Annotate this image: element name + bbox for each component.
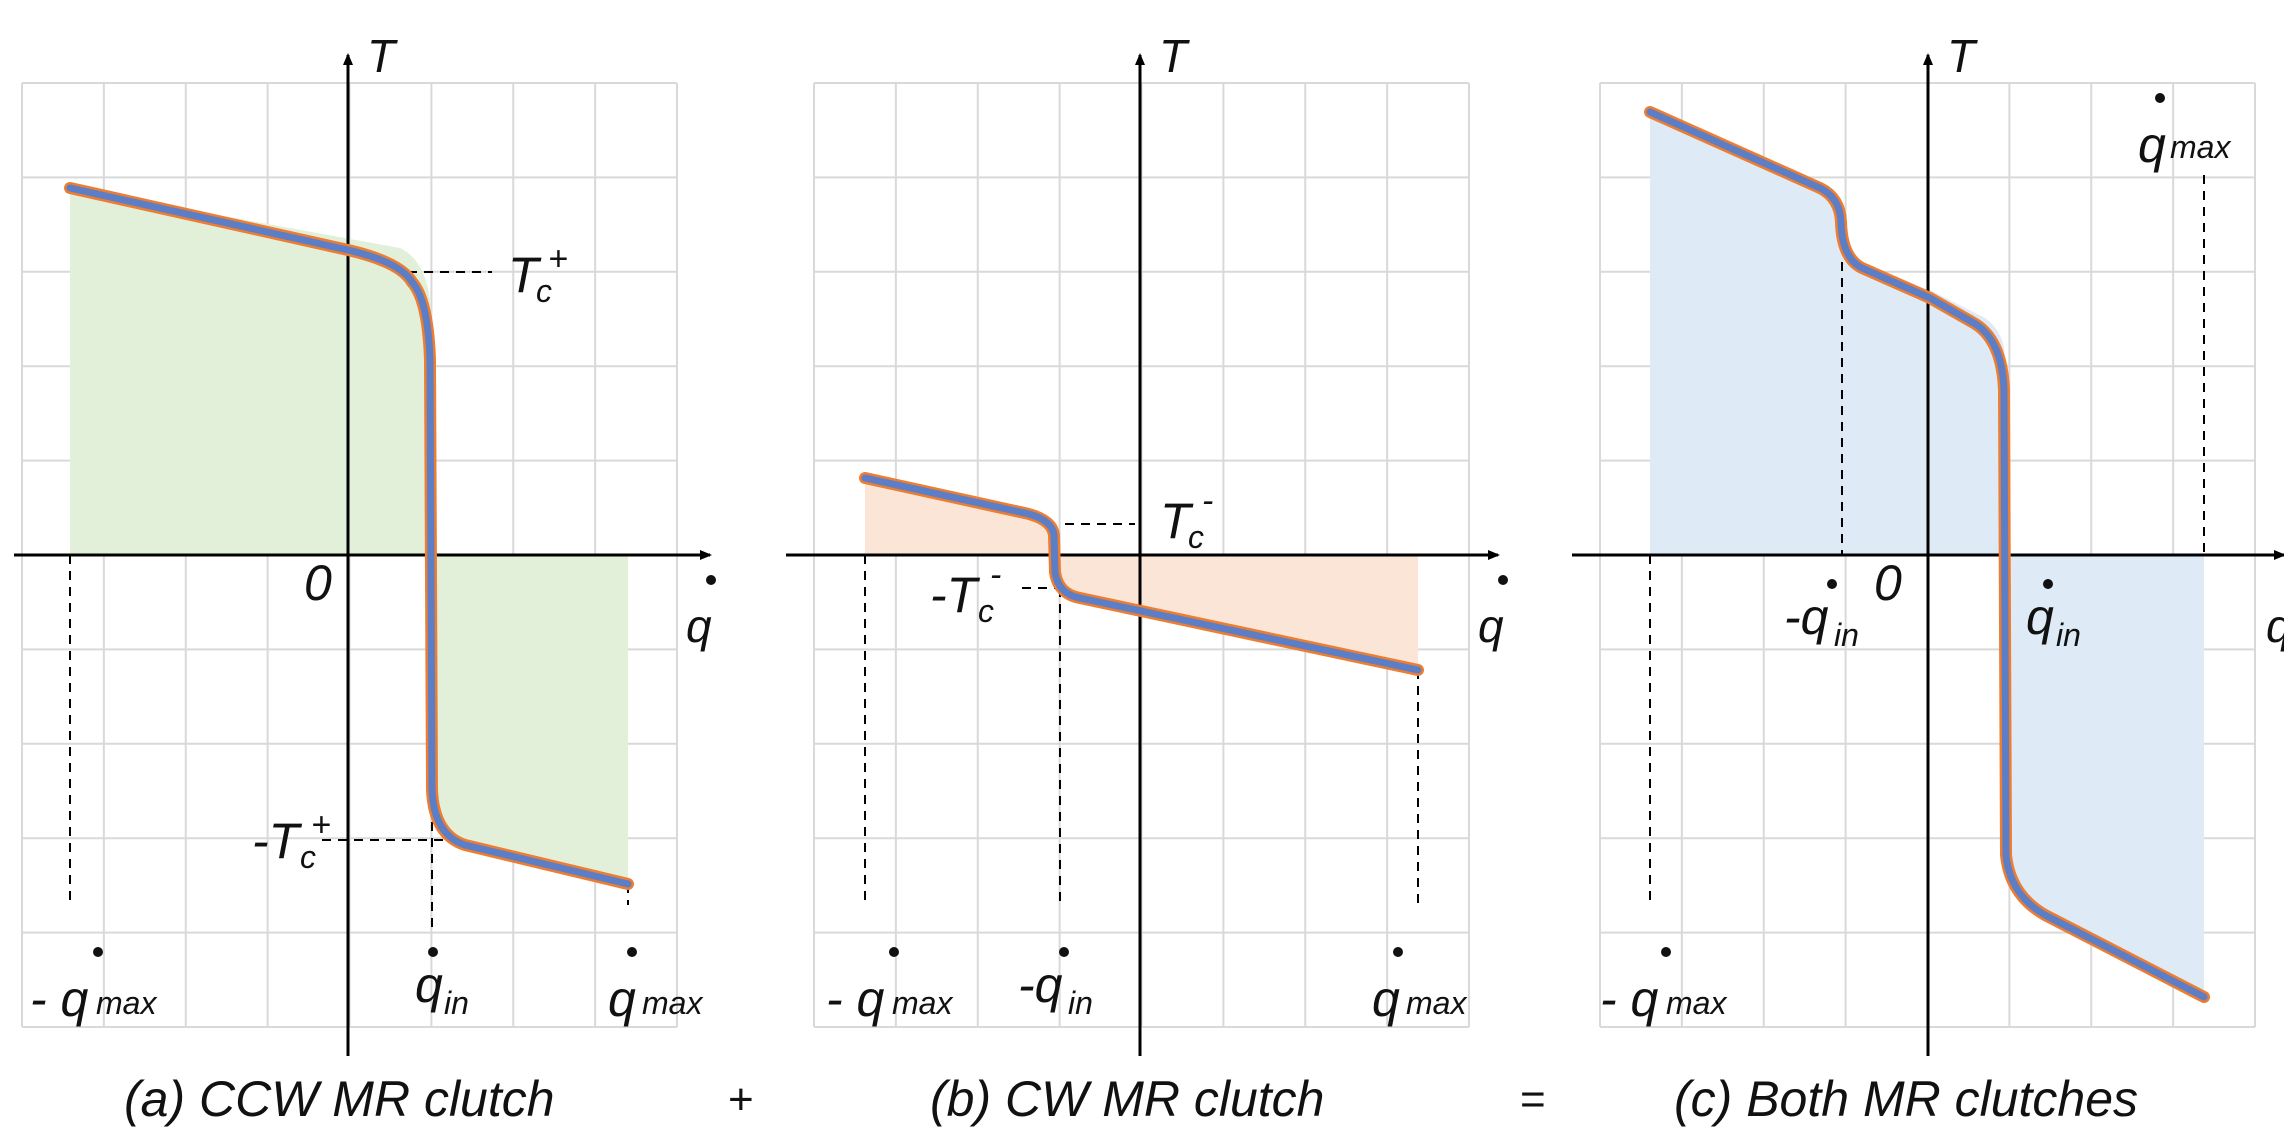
neg-qmax-label-b: - q max — [826, 947, 953, 1027]
tc-pos-label-b: T c - — [1160, 482, 1213, 555]
dot-icon — [627, 947, 637, 957]
panel-b: T q T c - -T c - - q max -q in q max — [786, 30, 1508, 1127]
svg-text:q: q — [415, 957, 443, 1013]
panel-a: T q 0 T c + -T c + - q max q in q max — [14, 30, 716, 1127]
dot-icon — [889, 947, 899, 957]
svg-text:in: in — [1834, 617, 1859, 653]
plus-operator: + — [728, 1075, 754, 1124]
qmax-label-a: q max — [608, 947, 703, 1027]
q-axis-label-c: q — [2266, 600, 2284, 652]
neg-qmax-label-a: - q max — [30, 947, 157, 1027]
dot-icon — [2043, 579, 2053, 589]
svg-text:max: max — [96, 985, 157, 1021]
dot-icon — [1661, 947, 1671, 957]
dot-icon — [706, 575, 716, 585]
dot-icon — [2155, 93, 2165, 103]
svg-text:- q: - q — [1600, 971, 1659, 1027]
dot-icon — [93, 947, 103, 957]
svg-text:- q: - q — [826, 971, 885, 1027]
dot-icon — [1498, 575, 1508, 585]
svg-text:q: q — [2266, 600, 2284, 652]
caption-a: (a) CCW MR clutch — [124, 1071, 555, 1127]
svg-text:q: q — [2026, 589, 2054, 645]
dot-icon — [428, 947, 438, 957]
q-axis-label-b: q — [1478, 575, 1508, 652]
dot-icon — [1059, 947, 1069, 957]
torque-curve-b-core — [861, 474, 1422, 674]
neg-qmax-label-c: - q max — [1600, 947, 1727, 1027]
tc-neg-label-a: -T c + — [252, 806, 331, 875]
svg-text:+: + — [548, 240, 568, 278]
svg-text:q: q — [1478, 600, 1504, 652]
dot-icon — [1827, 579, 1837, 589]
svg-text:-: - — [990, 556, 1001, 594]
svg-text:T: T — [508, 247, 542, 303]
caption-c: (c) Both MR clutches — [1674, 1071, 2138, 1127]
svg-text:max: max — [2170, 129, 2231, 165]
dashed-guides-c — [1649, 175, 2205, 905]
panel-c: T q 0 q max -q in q in - q max (c) Both … — [1572, 30, 2284, 1127]
neg-qin-label-c: -q in — [1784, 579, 1859, 653]
torque-curve-c-core — [1646, 108, 2208, 1001]
svg-text:c: c — [300, 839, 316, 875]
t-axis-label-b: T — [1159, 30, 1190, 82]
svg-text:c: c — [1188, 519, 1204, 555]
caption-b: (b) CW MR clutch — [930, 1071, 1324, 1127]
svg-text:in: in — [444, 985, 469, 1021]
svg-text:- q: - q — [30, 971, 89, 1027]
svg-text:c: c — [978, 593, 994, 629]
neg-qin-label-b: -q in — [1018, 947, 1093, 1021]
svg-text:q: q — [686, 600, 712, 652]
svg-text:-q: -q — [1784, 589, 1829, 645]
svg-text:in: in — [2056, 617, 2081, 653]
svg-text:max: max — [1666, 985, 1727, 1021]
svg-text:-T: -T — [252, 813, 303, 869]
t-axis-label-c: T — [1947, 30, 1978, 82]
svg-text:c: c — [536, 273, 552, 309]
tc-pos-label-a: T c + — [508, 240, 568, 309]
qmax-label-c-top: q max — [2138, 93, 2231, 173]
svg-text:+: + — [311, 806, 331, 844]
dot-icon — [1393, 947, 1403, 957]
svg-text:in: in — [1068, 985, 1093, 1021]
torque-curve-a-core — [66, 184, 632, 888]
origin-label-a: 0 — [304, 555, 332, 611]
t-axis-label-a: T — [367, 30, 398, 82]
svg-text:q: q — [2138, 117, 2166, 173]
svg-text:max: max — [1406, 985, 1467, 1021]
svg-text:T: T — [1160, 493, 1194, 549]
svg-text:max: max — [642, 985, 703, 1021]
equals-operator: = — [1520, 1075, 1546, 1124]
tc-neg-label-b: -T c - — [930, 556, 1001, 629]
qin-label-c: q in — [2026, 579, 2081, 653]
svg-text:q: q — [608, 971, 636, 1027]
svg-text:max: max — [892, 985, 953, 1021]
origin-label-c: 0 — [1874, 555, 1902, 611]
qin-label-a: q in — [415, 947, 469, 1021]
q-axis-label-a: q — [686, 575, 716, 652]
svg-text:-T: -T — [930, 567, 981, 623]
svg-text:q: q — [1372, 971, 1400, 1027]
svg-text:-q: -q — [1018, 957, 1063, 1013]
svg-text:-: - — [1202, 482, 1213, 520]
qmax-label-b: q max — [1372, 947, 1467, 1027]
